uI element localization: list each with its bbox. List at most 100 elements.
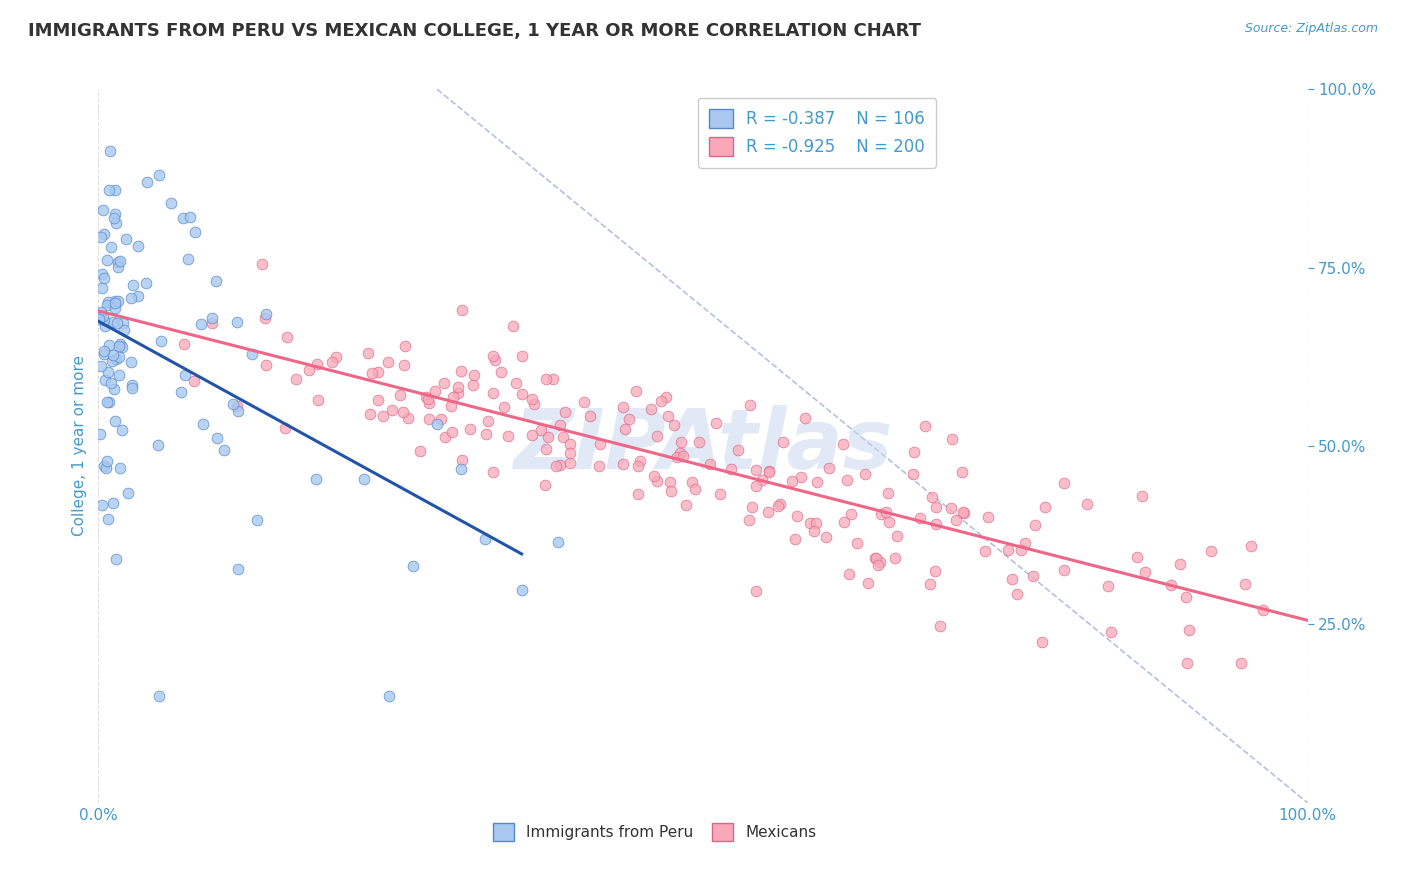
Point — [284, 372, 307, 386]
Point — [96, 454, 118, 468]
Point — [226, 315, 249, 329]
Point — [588, 458, 610, 473]
Point — [103, 211, 125, 226]
Point — [305, 472, 328, 486]
Point — [1133, 566, 1156, 580]
Point — [560, 436, 582, 450]
Point — [93, 458, 115, 473]
Point — [786, 509, 808, 524]
Point — [120, 291, 142, 305]
Point — [148, 689, 170, 703]
Point — [221, 397, 243, 411]
Point — [434, 430, 457, 444]
Point — [548, 458, 571, 472]
Point — [108, 337, 131, 351]
Point — [645, 475, 668, 489]
Point — [647, 429, 669, 443]
Point — [512, 386, 534, 401]
Point — [624, 384, 647, 399]
Point — [856, 575, 879, 590]
Point — [107, 260, 129, 275]
Point — [254, 358, 277, 372]
Point — [536, 372, 558, 386]
Point — [170, 385, 193, 400]
Point — [204, 274, 226, 288]
Point — [846, 536, 869, 550]
Point — [108, 460, 131, 475]
Point — [90, 230, 112, 244]
Point — [377, 689, 399, 703]
Point — [1076, 497, 1098, 511]
Point — [360, 366, 382, 380]
Point — [612, 458, 634, 472]
Point — [758, 464, 780, 478]
Point — [574, 395, 596, 409]
Point — [870, 507, 893, 521]
Point — [321, 355, 343, 369]
Point — [727, 443, 749, 458]
Point — [688, 435, 710, 450]
Point — [908, 511, 931, 525]
Point — [90, 281, 112, 295]
Point — [523, 396, 546, 410]
Point — [114, 231, 136, 245]
Point — [111, 340, 134, 354]
Point — [510, 582, 533, 597]
Point — [93, 227, 115, 241]
Point — [402, 559, 425, 574]
Point — [1251, 603, 1274, 617]
Point — [418, 396, 440, 410]
Point — [474, 426, 496, 441]
Point — [669, 434, 692, 449]
Point — [104, 351, 127, 366]
Point — [704, 416, 727, 430]
Point — [785, 532, 807, 546]
Point — [101, 353, 124, 368]
Point — [91, 202, 114, 217]
Point — [93, 347, 115, 361]
Point — [212, 442, 235, 457]
Point — [96, 252, 118, 267]
Point — [108, 253, 131, 268]
Point — [117, 486, 139, 500]
Point — [104, 414, 127, 428]
Point — [325, 350, 347, 364]
Point — [357, 346, 380, 360]
Point — [530, 423, 553, 437]
Point — [89, 426, 111, 441]
Point — [1010, 542, 1032, 557]
Point — [945, 513, 967, 527]
Point — [440, 399, 463, 413]
Point — [941, 432, 963, 446]
Point — [415, 390, 437, 404]
Point — [886, 529, 908, 543]
Point — [94, 373, 117, 387]
Point — [254, 307, 277, 321]
Point — [90, 304, 112, 318]
Point — [474, 532, 496, 546]
Point — [560, 456, 582, 470]
Point — [463, 378, 485, 392]
Point — [675, 499, 697, 513]
Point — [380, 402, 402, 417]
Point — [463, 368, 485, 383]
Point — [903, 467, 925, 481]
Point — [226, 562, 249, 576]
Point — [103, 382, 125, 396]
Point — [97, 512, 120, 526]
Point — [879, 515, 901, 529]
Point — [307, 393, 329, 408]
Point — [489, 365, 512, 379]
Point — [149, 334, 172, 348]
Point — [681, 475, 703, 489]
Point — [579, 409, 602, 423]
Point — [551, 429, 574, 443]
Point — [666, 450, 689, 464]
Point — [502, 319, 524, 334]
Point — [418, 412, 440, 426]
Point — [104, 216, 127, 230]
Point — [172, 211, 194, 225]
Point — [225, 399, 247, 413]
Text: Source: ZipAtlas.com: Source: ZipAtlas.com — [1244, 22, 1378, 36]
Point — [120, 355, 142, 369]
